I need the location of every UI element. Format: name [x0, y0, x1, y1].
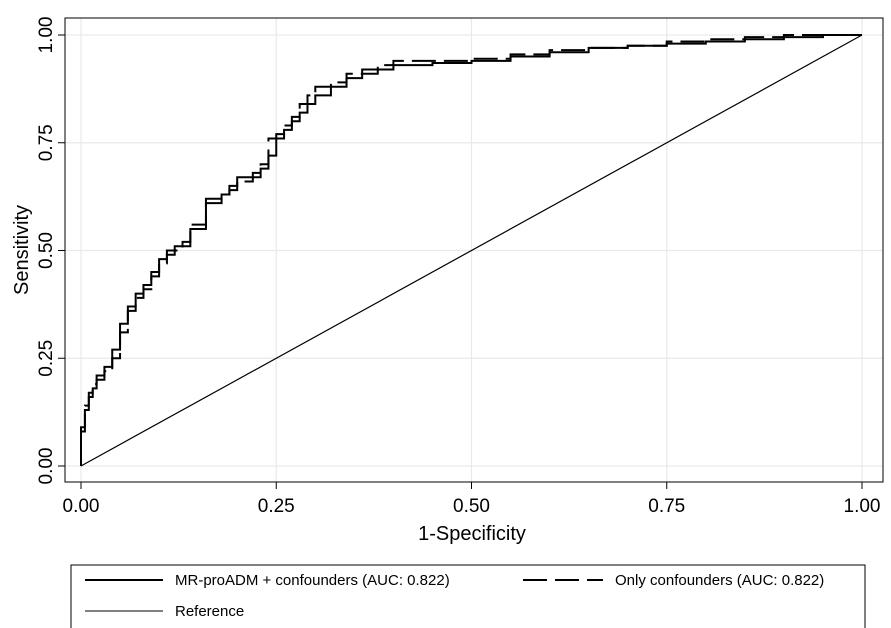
y-tick-label-4: 1.00: [36, 17, 57, 54]
x-tick-label-1: 0.25: [258, 496, 295, 517]
tick-labels: 0.00 0.25 0.50 0.75 1.00 0.00 0.25 0.50 0.75 1.00: [36, 17, 880, 517]
axes: [58, 34, 863, 489]
series-line-1: [80, 34, 862, 466]
y-tick-label-3: 0.75: [36, 124, 57, 161]
legend-label-only-confounders: Only confounders (AUC: 0.822): [615, 572, 824, 589]
series-line-2: [80, 34, 863, 467]
x-tick-label-4: 1.00: [844, 496, 881, 517]
y-tick-label-2: 0.50: [36, 232, 57, 269]
y-tick-label-1: 0.25: [36, 340, 57, 377]
x-tick-label-3: 0.75: [648, 496, 685, 517]
x-axis-title: 1-Specificity: [418, 523, 526, 545]
y-axis-title: Sensitivity: [11, 205, 33, 295]
x-tick-label-0: 0.00: [63, 496, 100, 517]
legend-label-reference: Reference: [175, 603, 244, 620]
legend: MR-proADM + confounders (AUC: 0.822) Onl…: [70, 564, 866, 628]
y-tick-label-0: 0.00: [36, 448, 57, 485]
series-lines: [80, 34, 863, 467]
legend-box: [70, 564, 866, 628]
grid-lines: [65, 18, 883, 482]
x-tick-label-2: 0.50: [453, 496, 490, 517]
legend-label-mrproadm: MR-proADM + confounders (AUC: 0.822): [175, 572, 450, 589]
